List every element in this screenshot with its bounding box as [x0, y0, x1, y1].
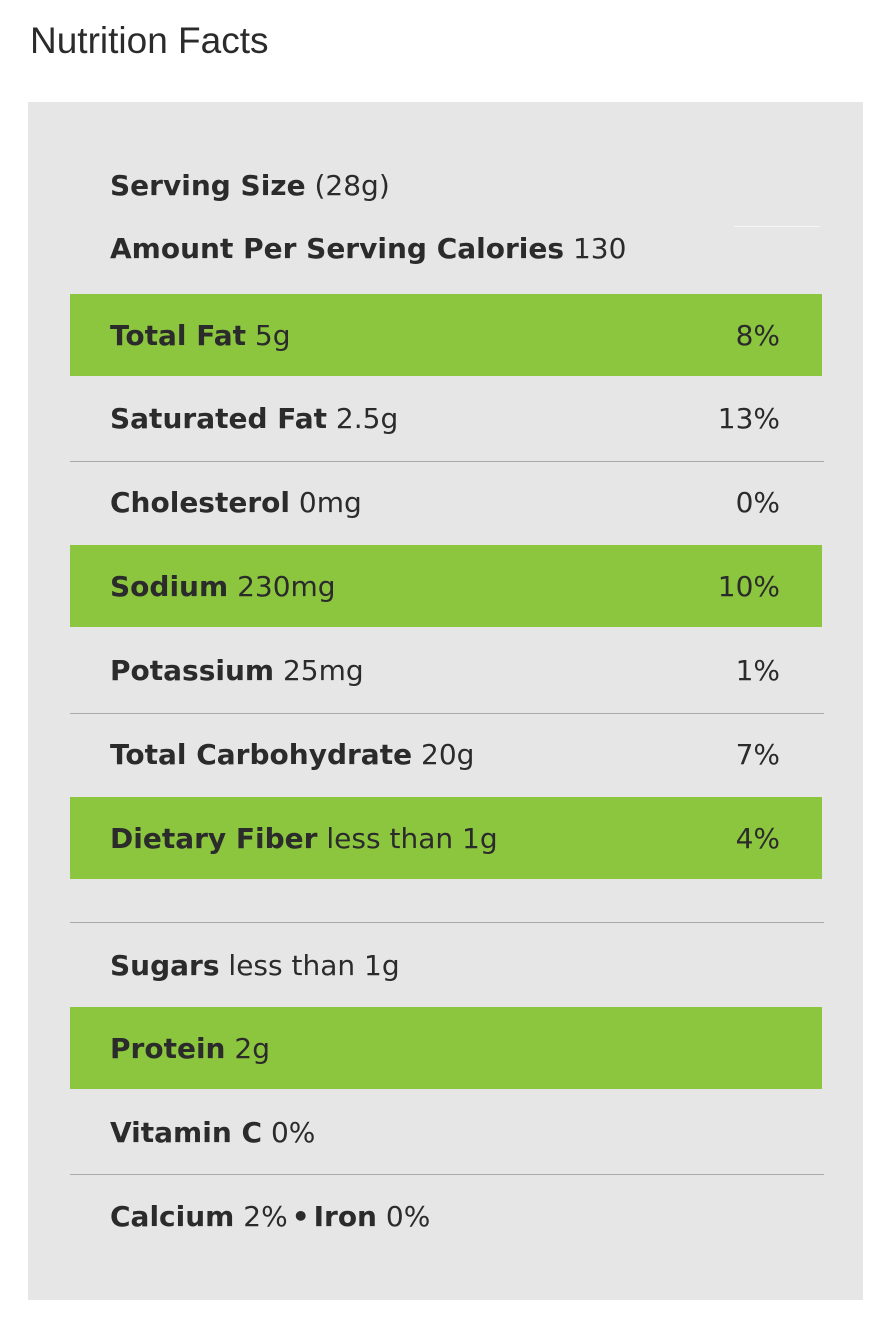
nutrient-label: Cholesterol 0mg	[110, 486, 362, 519]
nutrient-daily-value: 8%	[735, 318, 780, 352]
page-title: Nutrition Facts	[30, 20, 269, 61]
nutrient-row-potassium: Potassium 25mg 1%	[70, 629, 822, 711]
nutrient-label: Total Fat 5g	[110, 319, 291, 352]
serving-size-row: Serving Size (28g)	[70, 144, 822, 226]
nutrient-row-cholesterol: Cholesterol 0mg 0%	[70, 461, 822, 543]
calories-row: Amount Per Serving Calories 130	[70, 207, 822, 289]
nutrient-name: Vitamin C	[110, 1115, 263, 1149]
nutrient-label: Sodium 230mg	[110, 570, 336, 603]
nutrient-amount: 20g	[421, 737, 475, 771]
calcium-name: Calcium	[110, 1199, 235, 1233]
nutrient-label: Sugars less than 1g	[110, 949, 400, 982]
nutrient-name: Saturated Fat	[110, 401, 328, 435]
nutrient-row-vitamin-c: Vitamin C 0%	[70, 1091, 822, 1173]
nutrient-name: Potassium	[110, 653, 275, 687]
nutrient-name: Protein	[110, 1031, 226, 1065]
nutrient-daily-value: 7%	[735, 737, 780, 771]
nutrient-amount: 2.5g	[335, 401, 399, 435]
nutrient-amount: 2g	[234, 1031, 270, 1065]
nutrient-daily-value: 10%	[717, 569, 780, 603]
nutrient-name: Total Fat	[110, 318, 247, 352]
nutrient-row-dietary-fiber: Dietary Fiber less than 1g 4%	[70, 797, 822, 879]
nutrition-panel: Serving Size (28g) Amount Per Serving Ca…	[28, 102, 863, 1300]
nutrient-amount: 0%	[270, 1115, 316, 1149]
nutrient-name: Total Carbohydrate	[110, 737, 413, 771]
row-divider	[70, 922, 824, 923]
minerals-label: Calcium 2% • Iron 0%	[110, 1200, 430, 1233]
short-rule	[734, 226, 820, 227]
nutrient-label: Protein 2g	[110, 1032, 270, 1065]
nutrient-amount: 25mg	[282, 653, 364, 687]
minerals-row: Calcium 2% • Iron 0%	[70, 1175, 822, 1257]
nutrient-row-total-fat: Total Fat 5g 8%	[70, 294, 822, 376]
iron-value: 0%	[385, 1199, 431, 1233]
row-divider	[70, 461, 824, 462]
nutrient-daily-value: 4%	[735, 821, 780, 855]
nutrient-row-protein: Protein 2g	[70, 1007, 822, 1089]
nutrient-row-sodium: Sodium 230mg 10%	[70, 545, 822, 627]
calories-name: Amount Per Serving Calories	[110, 231, 565, 265]
serving-size-name: Serving Size	[110, 168, 306, 202]
nutrient-name: Sodium	[110, 569, 229, 603]
nutrient-label: Potassium 25mg	[110, 654, 364, 687]
nutrient-amount: less than 1g	[326, 821, 498, 855]
nutrient-name: Sugars	[110, 948, 220, 982]
nutrient-label: Total Carbohydrate 20g	[110, 738, 474, 771]
nutrient-name: Dietary Fiber	[110, 821, 318, 855]
nutrient-daily-value: 0%	[735, 485, 780, 519]
row-divider	[70, 713, 824, 714]
nutrient-daily-value: 1%	[735, 653, 780, 687]
nutrient-row-sugars: Sugars less than 1g	[70, 924, 822, 1006]
nutrient-row-saturated-fat: Saturated Fat 2.5g 13%	[70, 377, 822, 459]
serving-size-value: (28g)	[314, 168, 390, 202]
row-divider	[70, 1174, 824, 1175]
iron-name: Iron	[313, 1199, 377, 1233]
nutrient-label: Dietary Fiber less than 1g	[110, 822, 498, 855]
calories-value: 130	[572, 231, 627, 265]
nutrient-amount: 230mg	[237, 569, 336, 603]
serving-size-label: Serving Size (28g)	[110, 169, 390, 202]
nutrient-label: Vitamin C 0%	[110, 1116, 315, 1149]
nutrient-amount: 5g	[254, 318, 291, 352]
nutrient-row-total-carbohydrate: Total Carbohydrate 20g 7%	[70, 713, 822, 795]
nutrient-amount: 0mg	[298, 485, 362, 519]
calories-label: Amount Per Serving Calories 130	[110, 232, 626, 265]
nutrient-label: Saturated Fat 2.5g	[110, 402, 398, 435]
calcium-value: 2%	[243, 1199, 288, 1233]
nutrient-daily-value: 13%	[717, 401, 780, 435]
bullet-separator: •	[291, 1199, 310, 1233]
nutrient-amount: less than 1g	[228, 948, 400, 982]
nutrient-name: Cholesterol	[110, 485, 290, 519]
